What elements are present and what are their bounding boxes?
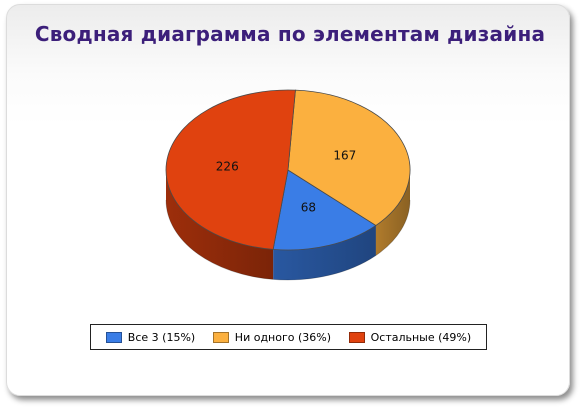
- chart-title: Сводная диаграмма по элементам дизайна: [34, 22, 546, 46]
- legend-label: Ни одного (36%): [234, 330, 332, 344]
- legend-label: Все 3 (15%): [127, 330, 196, 344]
- legend-swatch: [348, 331, 365, 343]
- pie-slice: [272, 169, 377, 251]
- pie-slice-value-label: 167: [333, 148, 356, 162]
- pie-slice-value-label: 226: [216, 159, 239, 173]
- legend-label: Остальные (49%): [370, 330, 472, 344]
- legend-item-all-three: Все 3 (15%): [105, 330, 196, 344]
- legend-swatch: [212, 331, 229, 343]
- pie-slice: [287, 89, 411, 226]
- pie-slice-side: [375, 170, 410, 256]
- pie-bottom-rim: [165, 199, 411, 281]
- legend-item-none: Ни одного (36%): [212, 330, 332, 344]
- legend-item-others: Остальные (49%): [348, 330, 472, 344]
- chart-legend: Все 3 (15%) Ни одного (36%) Остальные (4…: [90, 324, 487, 350]
- pie-slice-side: [166, 170, 274, 280]
- legend-swatch: [105, 331, 122, 343]
- pie-slice-value-label: 68: [301, 201, 316, 215]
- pie-slice: [165, 89, 296, 250]
